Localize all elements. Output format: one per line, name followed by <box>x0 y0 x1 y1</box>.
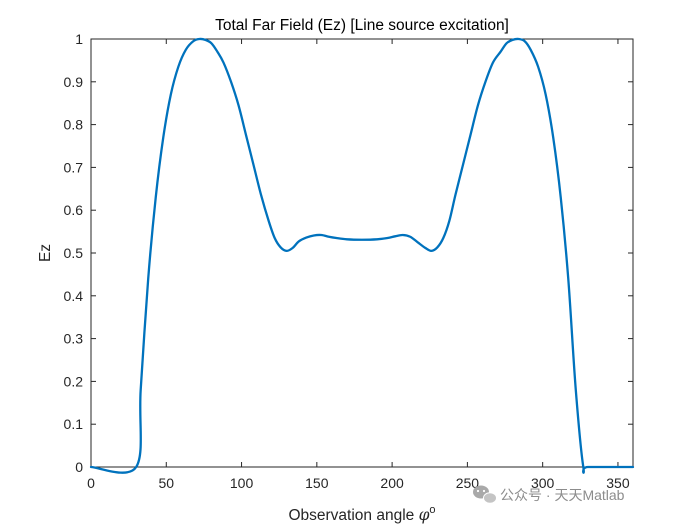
x-tick-label: 0 <box>87 475 95 491</box>
x-tick-label: 150 <box>305 475 329 491</box>
y-tick-label: 0.4 <box>64 288 84 304</box>
watermark: 公众号 · 天天Matlab <box>473 485 625 504</box>
series-line-ez <box>89 37 635 474</box>
x-axis-label-text: Observation angle <box>288 507 418 524</box>
y-tick-label: 0.7 <box>64 159 84 175</box>
plot-area: 0 50 100 150 200 250 300 350 0 0.1 0.2 0.3 0.4 0.5 0.… <box>64 31 635 491</box>
wechat-icon <box>473 485 497 504</box>
x-tick-label: 200 <box>380 475 404 491</box>
y-tick-label: 0.2 <box>64 373 84 389</box>
y-axis-label: Ez <box>37 244 54 262</box>
x-tick-labels: 0 50 100 150 200 250 300 350 <box>87 475 630 491</box>
y-tick-label: 0.1 <box>64 416 84 432</box>
chart-title: Total Far Field (Ez) [Line source excita… <box>215 17 509 34</box>
watermark-text: 公众号 · 天天Matlab <box>500 487 625 503</box>
x-tick-label: 100 <box>230 475 254 491</box>
y-tick-label: 0.5 <box>64 245 84 261</box>
y-tick-label: 0.9 <box>64 74 84 90</box>
x-tick-label: 250 <box>456 475 480 491</box>
y-tick-label: 0.3 <box>64 331 84 347</box>
x-axis-label: Observation angle φo <box>288 504 435 524</box>
x-tick-label: 50 <box>158 475 174 491</box>
y-tick-labels: 0 0.1 0.2 0.3 0.4 0.5 0.6 0.7 0.8 0.9 1 <box>64 31 84 475</box>
x-axis-label-symbol: φ <box>419 506 430 524</box>
y-tick-label: 1 <box>75 31 83 47</box>
y-tick-label: 0.8 <box>64 117 84 133</box>
y-tick-label: 0.6 <box>64 202 84 218</box>
x-axis-label-superscript: o <box>429 504 435 516</box>
plot-frame <box>90 38 634 468</box>
x-tick-label: 300 <box>531 475 555 491</box>
y-tick-label: 0 <box>75 459 83 475</box>
x-tick-label: 350 <box>606 475 630 491</box>
